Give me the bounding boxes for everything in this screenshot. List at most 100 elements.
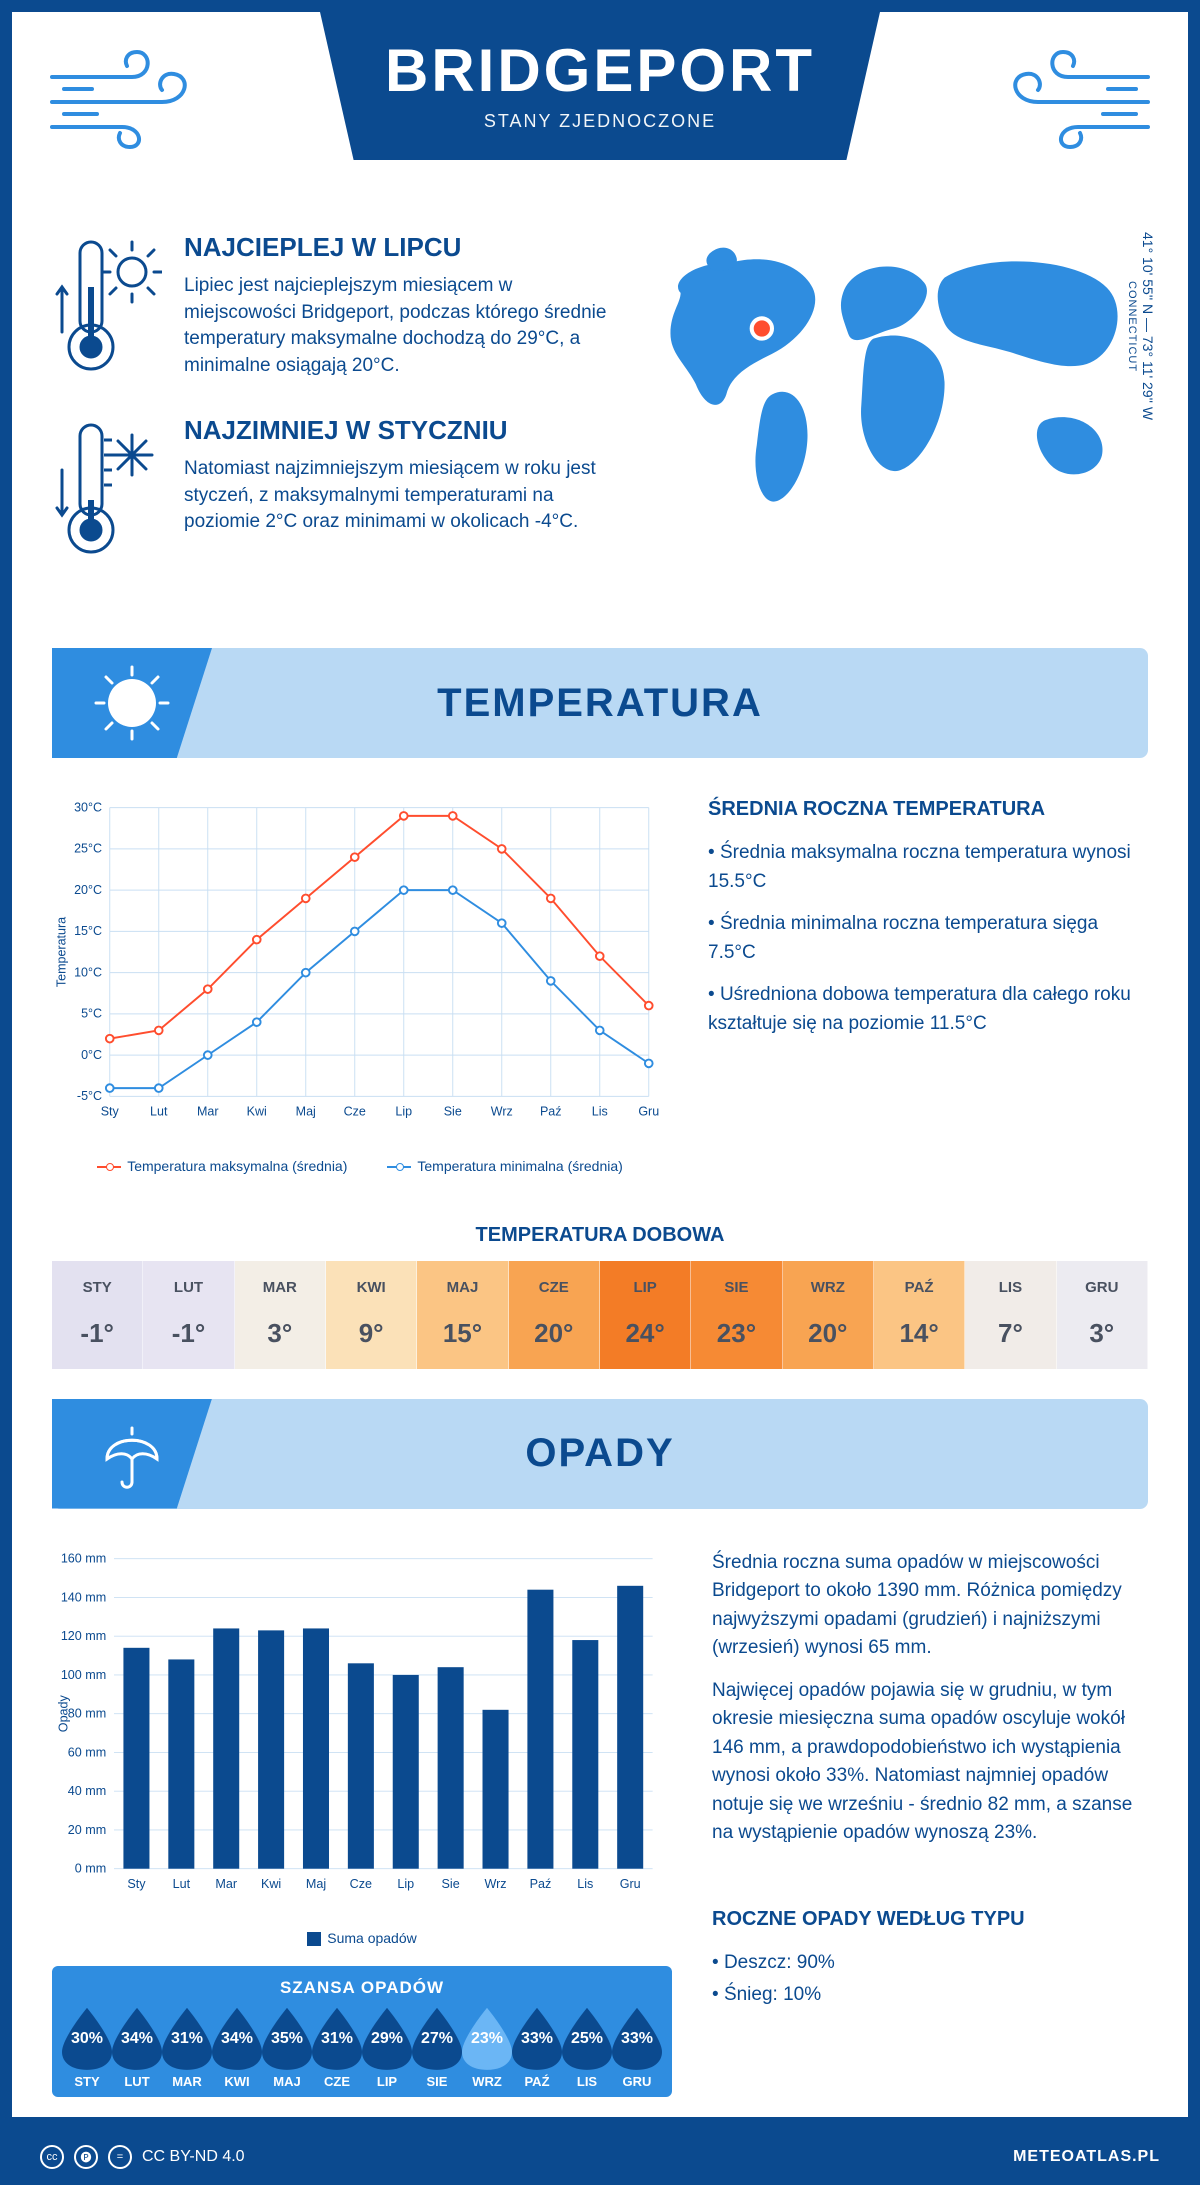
daily-temp-cell: WRZ20° <box>783 1261 874 1369</box>
daily-temp-cell: SIE23° <box>691 1261 782 1369</box>
legend-min: Temperatura minimalna (średnia) <box>417 1158 622 1174</box>
fact-cold-text: Natomiast najzimniejszym miesiącem w rok… <box>184 456 610 536</box>
daily-temp-title: TEMPERATURA DOBOWA <box>12 1224 1188 1247</box>
rain-chance-item: 23%WRZ <box>462 2008 512 2089</box>
section-header-temperature: TEMPERATURA <box>52 648 1148 758</box>
temp-chart-legend: Temperatura maksymalna (średnia) Tempera… <box>52 1158 668 1174</box>
precip-chart-legend: Suma opadów <box>52 1930 672 1946</box>
precipitation-bar-chart: 0 mm 20 mm 40 mm 60 mm 80 mm 100 mm 120 mm 140 … <box>52 1549 672 1917</box>
rain-chance-item: 35%MAJ <box>262 2008 312 2089</box>
thermometer-hot-icon <box>52 232 162 387</box>
svg-text:Maj: Maj <box>306 1877 326 1891</box>
svg-text:Sie: Sie <box>444 1105 462 1119</box>
rain-chance-item: 30%STY <box>62 2008 112 2089</box>
temp-section-title: TEMPERATURA <box>437 681 763 726</box>
daily-temp-table: STY-1°LUT-1°MAR3°KWI9°MAJ15°CZE20°LIP24°… <box>52 1261 1148 1369</box>
rain-chance-panel: SZANSA OPADÓW 30%STY34%LUT31%MAR34%KWI35… <box>52 1966 672 2097</box>
temp-bullet: Średnia maksymalna roczna temperatura wy… <box>708 839 1148 896</box>
umbrella-icon <box>92 1414 172 1494</box>
country-subtitle: STANY ZJEDNOCZONE <box>320 111 880 132</box>
wind-icon <box>978 42 1158 152</box>
legend-max: Temperatura maksymalna (średnia) <box>127 1158 347 1174</box>
svg-text:Wrz: Wrz <box>484 1877 506 1891</box>
rain-chance-item: 34%LUT <box>112 2008 162 2089</box>
svg-text:Gru: Gru <box>638 1105 659 1119</box>
svg-text:Kwi: Kwi <box>247 1105 267 1119</box>
svg-text:Paź: Paź <box>540 1105 562 1119</box>
svg-text:Lis: Lis <box>592 1105 608 1119</box>
svg-text:0 mm: 0 mm <box>75 1861 106 1875</box>
sun-icon <box>92 663 172 743</box>
svg-text:Cze: Cze <box>344 1105 366 1119</box>
daily-temp-cell: STY-1° <box>52 1261 143 1369</box>
daily-temp-cell: GRU3° <box>1057 1261 1148 1369</box>
precip-rain: Deszcz: 90% <box>724 1952 835 1973</box>
svg-text:20 mm: 20 mm <box>68 1822 106 1836</box>
svg-text:30°C: 30°C <box>74 800 102 814</box>
svg-text:120 mm: 120 mm <box>61 1629 106 1643</box>
svg-text:Lut: Lut <box>173 1877 191 1891</box>
rain-chance-item: 31%CZE <box>312 2008 362 2089</box>
region-label: CONNECTICUT <box>1126 281 1138 372</box>
precip-para1: Średnia roczna suma opadów w miejscowośc… <box>712 1549 1148 1663</box>
svg-text:80 mm: 80 mm <box>68 1706 106 1720</box>
svg-text:-5°C: -5°C <box>77 1089 102 1103</box>
svg-text:100 mm: 100 mm <box>61 1667 106 1681</box>
svg-text:160 mm: 160 mm <box>61 1551 106 1565</box>
legend-precip: Suma opadów <box>327 1930 417 1946</box>
thermometer-cold-icon <box>52 415 162 570</box>
daily-temp-cell: LUT-1° <box>143 1261 234 1369</box>
fact-cold-title: NAJZIMNIEJ W STYCZNIU <box>184 415 610 446</box>
world-map <box>640 232 1148 516</box>
svg-text:Sty: Sty <box>127 1877 146 1891</box>
coords-text: 41° 10' 55'' N — 73° 11' 29'' W <box>1140 232 1156 420</box>
svg-text:40 mm: 40 mm <box>68 1784 106 1798</box>
svg-text:Maj: Maj <box>296 1105 316 1119</box>
by-icon: 🅟 <box>74 2145 98 2169</box>
precip-snow: Śnieg: 10% <box>724 1984 821 2005</box>
svg-text:Lip: Lip <box>397 1877 414 1891</box>
footer: cc 🅟 = CC BY-ND 4.0 METEOATLAS.PL <box>0 2129 1200 2185</box>
svg-text:5°C: 5°C <box>81 1007 102 1021</box>
temp-side-title: ŚREDNIA ROCZNA TEMPERATURA <box>708 798 1148 821</box>
title-banner: BRIDGEPORT STANY ZJEDNOCZONE <box>320 12 880 160</box>
city-title: BRIDGEPORT <box>320 36 880 105</box>
svg-text:Opady: Opady <box>56 1694 70 1732</box>
site-name: METEOATLAS.PL <box>1013 2148 1160 2166</box>
rainchance-title: SZANSA OPADÓW <box>62 1978 662 1998</box>
daily-temp-cell: LIS7° <box>965 1261 1056 1369</box>
fact-warmest: NAJCIEPLEJ W LIPCU Lipiec jest najcieple… <box>52 232 610 387</box>
svg-text:15°C: 15°C <box>74 924 102 938</box>
fact-warm-title: NAJCIEPLEJ W LIPCU <box>184 232 610 263</box>
daily-temp-cell: KWI9° <box>326 1261 417 1369</box>
svg-text:60 mm: 60 mm <box>68 1745 106 1759</box>
precip-para2: Najwięcej opadów pojawia się w grudniu, … <box>712 1677 1148 1848</box>
svg-text:Wrz: Wrz <box>491 1105 513 1119</box>
svg-text:Kwi: Kwi <box>261 1877 281 1891</box>
header: BRIDGEPORT STANY ZJEDNOCZONE <box>12 12 1188 232</box>
precip-by-type-title: ROCZNE OPADY WEDŁUG TYPU <box>712 1908 1148 1931</box>
nd-icon: = <box>108 2145 132 2169</box>
license-text: CC BY-ND 4.0 <box>142 2148 245 2166</box>
svg-text:Gru: Gru <box>620 1877 641 1891</box>
svg-text:Temperatura: Temperatura <box>54 917 68 987</box>
fact-warm-text: Lipiec jest najcieplejszym miesiącem w m… <box>184 273 610 379</box>
cc-icon: cc <box>40 2145 64 2169</box>
temp-bullet: Średnia minimalna roczna temperatura się… <box>708 910 1148 967</box>
svg-text:Sty: Sty <box>101 1105 120 1119</box>
rain-chance-item: 33%GRU <box>612 2008 662 2089</box>
svg-text:Lip: Lip <box>395 1105 412 1119</box>
svg-text:Cze: Cze <box>350 1877 372 1891</box>
svg-text:Lut: Lut <box>150 1105 168 1119</box>
rain-chance-item: 34%KWI <box>212 2008 262 2089</box>
svg-text:Sie: Sie <box>442 1877 460 1891</box>
svg-text:10°C: 10°C <box>74 965 102 979</box>
precip-section-title: OPADY <box>525 1431 674 1476</box>
temperature-line-chart: -5°C0°C5°C10°C15°C20°C25°C30°CStyLutMarK… <box>52 798 668 1145</box>
svg-text:140 mm: 140 mm <box>61 1590 106 1604</box>
svg-text:25°C: 25°C <box>74 842 102 856</box>
temp-bullets: Średnia maksymalna roczna temperatura wy… <box>708 839 1148 1038</box>
daily-temp-cell: MAJ15° <box>417 1261 508 1369</box>
svg-text:Lis: Lis <box>577 1877 593 1891</box>
daily-temp-cell: CZE20° <box>509 1261 600 1369</box>
